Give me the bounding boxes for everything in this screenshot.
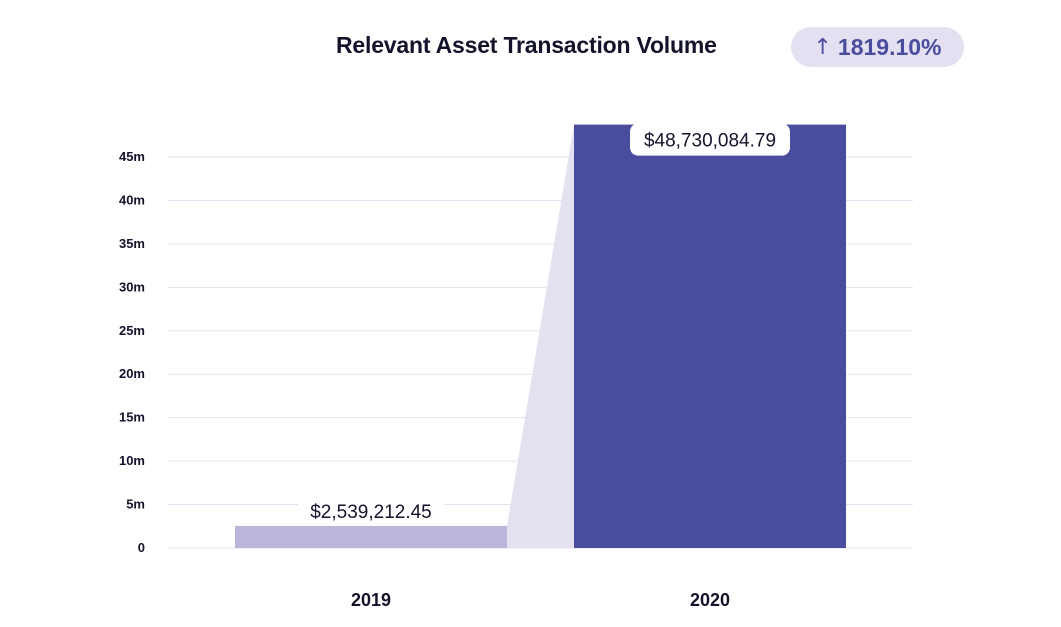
data-label-2019: $2,539,212.45: [310, 502, 432, 523]
y-tick-label: 5m: [126, 497, 145, 512]
data-label-bg: [630, 123, 790, 156]
chart-title: Relevant Asset Transaction Volume: [336, 32, 717, 58]
data-label-2020: $48,730,084.79: [644, 131, 776, 152]
bar-2020: [574, 124, 846, 548]
y-tick-label: 35m: [119, 236, 145, 251]
data-label-bg: [298, 495, 444, 524]
y-tick-label: 40m: [119, 192, 145, 207]
y-tick-label: 10m: [119, 453, 145, 468]
y-tick-label: 15m: [119, 410, 145, 425]
change-percentage: 1819.10%: [837, 33, 942, 60]
y-tick-label: 20m: [119, 366, 145, 381]
y-tick-label: 45m: [119, 149, 145, 164]
y-tick-label: 0: [138, 540, 145, 555]
y-tick-label: 30m: [119, 279, 145, 294]
arrow-up-icon: ↑: [813, 34, 832, 60]
x-tick-label: 2019: [351, 590, 391, 610]
bar-connector: [507, 124, 574, 548]
chart-header: Relevant Asset Transaction Volume ↑ 1819…: [0, 26, 1061, 68]
y-tick-label: 25m: [119, 323, 145, 338]
change-badge: ↑ 1819.10%: [791, 27, 964, 67]
bar-2019: [235, 525, 507, 548]
x-tick-label: 2020: [690, 590, 730, 610]
